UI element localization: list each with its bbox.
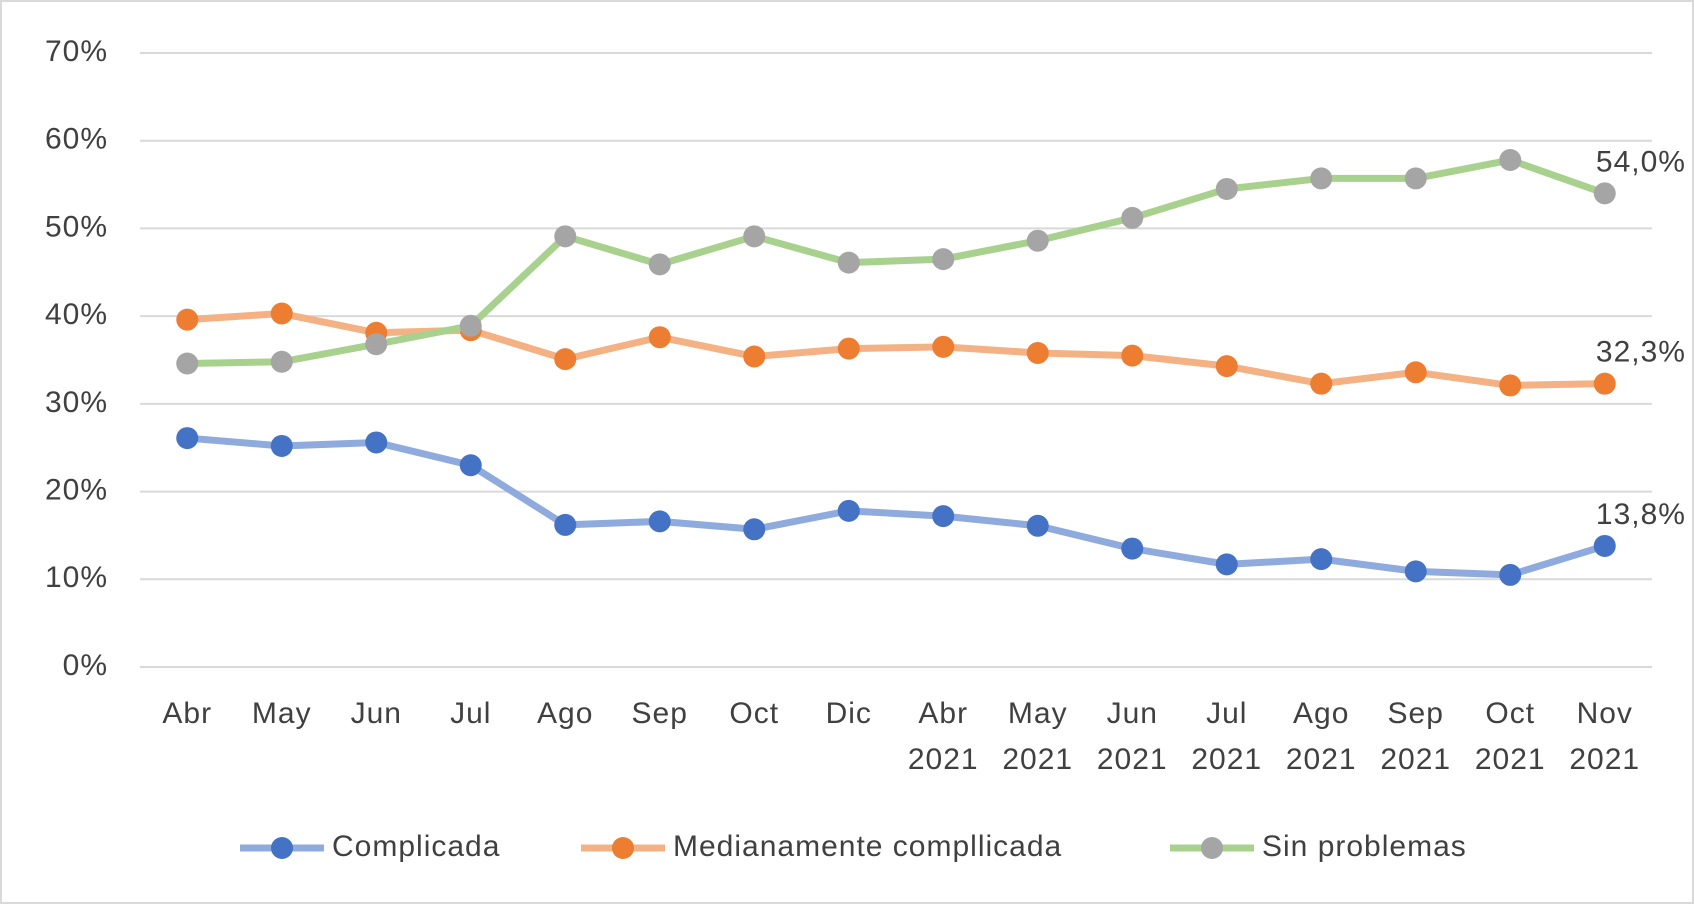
- y-tick-label: 40%: [45, 298, 108, 331]
- data-point: [837, 251, 860, 274]
- x-tick-label: Nov 2021: [1569, 697, 1640, 776]
- x-tick-label: Abr: [162, 697, 212, 730]
- data-point: [1593, 534, 1616, 557]
- data-label: 13,8%: [1596, 498, 1686, 531]
- x-tick-label: Jul 2021: [1191, 697, 1262, 776]
- data-point: [1310, 548, 1333, 571]
- x-tick-label: May: [252, 697, 312, 730]
- data-point: [932, 248, 955, 271]
- data-point: [837, 337, 860, 360]
- x-tick-label: Sep: [632, 697, 688, 730]
- data-point: [365, 333, 388, 356]
- data-label: 54,0%: [1596, 145, 1686, 178]
- data-point: [176, 427, 199, 450]
- data-label: 32,3%: [1596, 336, 1686, 369]
- data-point: [1215, 355, 1238, 378]
- data-point: [1310, 372, 1333, 395]
- y-tick-label: 50%: [45, 210, 108, 243]
- data-point: [459, 454, 482, 477]
- x-tick-label: Dic: [826, 697, 872, 730]
- data-point: [1404, 560, 1427, 583]
- data-point: [554, 513, 577, 536]
- data-point: [1404, 167, 1427, 190]
- data-point: [1499, 149, 1522, 172]
- x-tick-label: Oct: [729, 697, 779, 730]
- data-point: [459, 314, 482, 337]
- data-point: [1310, 167, 1333, 190]
- data-point: [1026, 341, 1049, 364]
- legend-label: Medianamente compllicada: [673, 830, 1062, 863]
- data-point: [1404, 361, 1427, 384]
- data-point: [270, 302, 293, 325]
- x-tick-label: Jun: [351, 697, 402, 730]
- data-point: [837, 499, 860, 522]
- data-point: [1121, 206, 1144, 229]
- x-tick-label: Jun 2021: [1097, 697, 1168, 776]
- data-point: [1026, 514, 1049, 537]
- x-tick-label: Ago 2021: [1286, 697, 1357, 776]
- x-tick-label: Jul: [450, 697, 491, 730]
- data-point: [932, 505, 955, 528]
- x-tick-label: Abr 2021: [908, 697, 979, 776]
- data-point: [648, 253, 671, 276]
- data-point: [176, 352, 199, 375]
- y-tick-label: 70%: [45, 35, 108, 68]
- data-point: [1593, 372, 1616, 395]
- y-tick-label: 20%: [45, 473, 108, 506]
- data-point: [365, 431, 388, 454]
- data-point: [554, 225, 577, 248]
- data-point: [648, 510, 671, 533]
- data-point: [743, 345, 766, 368]
- data-point: [1121, 344, 1144, 367]
- x-tick-label: Ago: [537, 697, 593, 730]
- legend-marker: [612, 837, 634, 859]
- data-point: [1026, 229, 1049, 252]
- data-point: [176, 308, 199, 331]
- data-point: [1499, 563, 1522, 586]
- data-point: [554, 348, 577, 371]
- data-point: [932, 335, 955, 358]
- y-tick-label: 10%: [45, 561, 108, 594]
- x-tick-label: May 2021: [1002, 697, 1073, 776]
- data-point: [1499, 374, 1522, 397]
- legend-label: Complicada: [332, 830, 500, 863]
- y-tick-label: 60%: [45, 123, 108, 156]
- data-point: [1593, 182, 1616, 205]
- series-line: [187, 156, 1606, 368]
- x-tick-label: Sep 2021: [1380, 697, 1451, 776]
- data-point: [270, 434, 293, 457]
- data-point: [1215, 177, 1238, 200]
- data-point: [1215, 553, 1238, 576]
- data-point: [743, 518, 766, 541]
- legend-marker: [1201, 837, 1223, 859]
- data-point: [1121, 537, 1144, 560]
- series-line: [186, 434, 1606, 579]
- legend-label: Sin problemas: [1262, 830, 1467, 863]
- data-point: [743, 225, 766, 248]
- legend-marker: [271, 837, 293, 859]
- y-tick-label: 30%: [45, 386, 108, 419]
- y-tick-label: 0%: [63, 649, 108, 682]
- x-tick-label: Oct 2021: [1475, 697, 1546, 776]
- data-point: [270, 350, 293, 373]
- data-point: [648, 326, 671, 349]
